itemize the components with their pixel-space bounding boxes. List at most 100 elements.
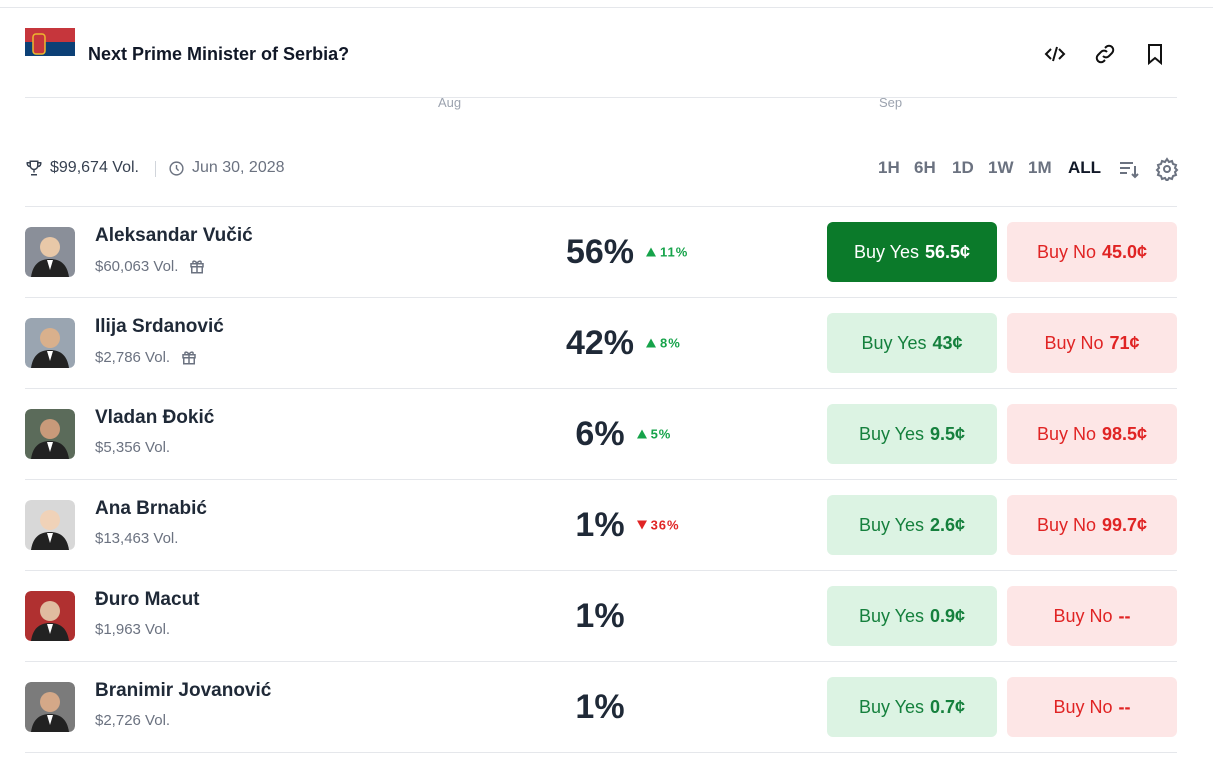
chance-wrap: 1% bbox=[500, 571, 700, 661]
chance-group: 6% 5% bbox=[575, 414, 670, 454]
up-arrow bbox=[646, 338, 657, 348]
buy-yes-button[interactable]: Buy Yes 2.6¢ bbox=[827, 495, 997, 555]
buy-yes-button[interactable]: Buy Yes 43¢ bbox=[827, 313, 997, 373]
change: 11% bbox=[660, 244, 689, 260]
sort-icon[interactable] bbox=[1117, 157, 1141, 181]
up-arrow bbox=[636, 429, 647, 439]
chance-wrap: 42% 8% bbox=[500, 298, 700, 388]
buy-yes-price: 43¢ bbox=[932, 332, 963, 353]
avatar bbox=[25, 409, 75, 459]
buy-no-button[interactable]: Buy No 98.5¢ bbox=[1007, 404, 1177, 464]
buy-no-button[interactable]: Buy No -- bbox=[1007, 677, 1177, 737]
outcome-volume-row: $5,356 Vol. bbox=[95, 439, 170, 456]
buy-yes-label: Buy Yes bbox=[858, 514, 924, 535]
clock-icon bbox=[169, 161, 184, 176]
time-range-tab[interactable]: ALL bbox=[1068, 158, 1102, 177]
outcome-name: Branimir Jovanović bbox=[95, 680, 272, 701]
outcome-row: Ilija Srdanović $2,786 Vol. 42% 8% Buy Yes 43… bbox=[25, 298, 1177, 389]
gift-icon bbox=[190, 260, 205, 274]
chance-group: 1% 36% bbox=[575, 505, 678, 545]
chance-group: 56% 11% bbox=[565, 232, 687, 272]
buy-no-button[interactable]: Buy No 45.0¢ bbox=[1007, 222, 1177, 282]
buy-no-label: Buy No bbox=[1053, 605, 1113, 626]
buy-yes-button[interactable]: Buy Yes 56.5¢ bbox=[827, 222, 997, 282]
outcome-volume-row: $2,786 Vol. bbox=[95, 348, 198, 366]
buy-yes-label: Buy Yes bbox=[858, 605, 924, 626]
chance-group: 42% 8% bbox=[566, 324, 680, 363]
embed-icon[interactable] bbox=[1043, 42, 1067, 66]
link-icon[interactable] bbox=[1093, 42, 1117, 66]
buy-yes-label: Buy Yes bbox=[861, 332, 927, 353]
outcome-name: Vladan Đokić bbox=[95, 407, 215, 428]
time-range-tab[interactable]: 1H bbox=[878, 158, 900, 177]
chance: 1% bbox=[575, 687, 625, 726]
change-group: 5% bbox=[636, 426, 672, 442]
outcome-name: Ilija Srdanović bbox=[95, 316, 224, 337]
buy-no-price: 98.5¢ bbox=[1101, 423, 1148, 444]
settings-icon[interactable] bbox=[1155, 157, 1179, 181]
buy-no-price: 45.0¢ bbox=[1101, 241, 1148, 262]
buy-no-button[interactable]: Buy No 71¢ bbox=[1007, 313, 1177, 373]
buy-no-label: Buy No bbox=[1036, 423, 1096, 444]
buy-yes-button[interactable]: Buy Yes 0.7¢ bbox=[827, 677, 997, 737]
buy-no-label: Buy No bbox=[1036, 514, 1096, 535]
outcome-volume: $60,063 Vol. bbox=[95, 257, 179, 275]
buy-no-price: -- bbox=[1118, 605, 1131, 626]
buy-yes-label: Buy Yes bbox=[858, 696, 924, 717]
chance-group: 1% bbox=[575, 597, 624, 636]
chance-wrap: 6% 5% bbox=[500, 389, 700, 479]
buy-no-button[interactable]: Buy No -- bbox=[1007, 586, 1177, 646]
down-arrow bbox=[636, 520, 647, 530]
flag bbox=[25, 28, 75, 70]
buy-no-label: Buy No bbox=[1053, 696, 1113, 717]
outcome-volume-row: $1,963 Vol. bbox=[95, 621, 170, 638]
avatar bbox=[25, 682, 75, 732]
time-range-tab[interactable]: 1D bbox=[952, 158, 974, 177]
time-range-tab[interactable]: 1M bbox=[1028, 158, 1052, 177]
trophy-icon bbox=[26, 160, 42, 176]
axis-label: Sep bbox=[879, 95, 903, 110]
chance: 56% bbox=[565, 232, 635, 271]
buy-yes-button[interactable]: Buy Yes 9.5¢ bbox=[827, 404, 997, 464]
buy-no-button[interactable]: Buy No 99.7¢ bbox=[1007, 495, 1177, 555]
chance: 1% bbox=[575, 505, 625, 544]
outcome-row: Ana Brnabić $13,463 Vol. 1% 36% Buy Yes 2.6¢ B… bbox=[25, 480, 1177, 571]
buy-no-price: 99.7¢ bbox=[1101, 514, 1148, 535]
avatar bbox=[25, 318, 75, 368]
outcome-volume: $2,786 Vol. bbox=[95, 348, 171, 366]
buy-no-price: -- bbox=[1118, 696, 1131, 717]
outcome-volume-row: $13,463 Vol. bbox=[95, 530, 178, 547]
bookmark-icon[interactable] bbox=[1143, 42, 1167, 66]
change: 8% bbox=[660, 335, 681, 351]
change-group: 11% bbox=[646, 245, 688, 260]
buy-yes-price: 0.9¢ bbox=[930, 605, 966, 626]
chance-wrap: 1% bbox=[500, 662, 700, 752]
buy-yes-price: 56.5¢ bbox=[925, 241, 971, 262]
chance-group: 1% bbox=[575, 688, 624, 727]
outcome-volume: $1,963 Vol. bbox=[95, 621, 171, 638]
outcome-volume: $13,463 Vol. bbox=[95, 530, 179, 547]
outcome-name: Ana Brnabić bbox=[95, 498, 207, 519]
outcome-row: Vladan Đokić $5,356 Vol. 6% 5% Buy Yes 9.5¢ Bu… bbox=[25, 389, 1177, 480]
outcome-row: Đuro Macut $1,963 Vol. 1% Buy Yes 0.9¢ Buy No… bbox=[25, 571, 1177, 662]
buy-no-label: Buy No bbox=[1036, 241, 1096, 262]
chance: 6% bbox=[575, 414, 625, 453]
change-group: 36% bbox=[636, 518, 680, 533]
buy-yes-price: 2.6¢ bbox=[930, 514, 966, 535]
gift-icon bbox=[182, 351, 196, 365]
buy-yes-label: Buy Yes bbox=[853, 241, 919, 262]
outcome-name: Aleksandar Vučić bbox=[95, 225, 253, 246]
separator bbox=[155, 161, 156, 177]
change-group: 8% bbox=[646, 336, 681, 351]
buy-yes-button[interactable]: Buy Yes 0.9¢ bbox=[827, 586, 997, 646]
axis-label: Aug bbox=[438, 95, 462, 110]
buy-no-label: Buy No bbox=[1044, 332, 1104, 353]
outcome-name: Đuro Macut bbox=[95, 589, 200, 610]
time-range-tab[interactable]: 6H bbox=[914, 158, 936, 177]
change: 5% bbox=[650, 426, 672, 442]
avatar bbox=[25, 227, 75, 277]
chance: 1% bbox=[575, 596, 625, 635]
total-volume: $99,674 Vol. bbox=[50, 159, 139, 176]
time-range-tab[interactable]: 1W bbox=[988, 158, 1014, 177]
